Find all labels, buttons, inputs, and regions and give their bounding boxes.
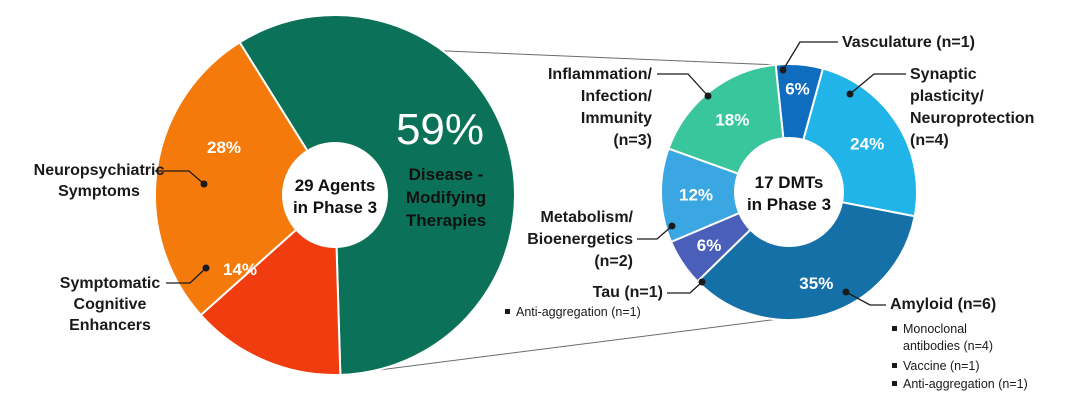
pie2-leader-tau <box>667 281 703 294</box>
pie2-label-inf-line-4: (n=3) <box>613 132 652 149</box>
pie2-leader-dot-vasc <box>779 66 787 74</box>
pie2-center-title-line-1: 17 DMTs <box>755 173 824 192</box>
pie2-pct-inf: 18% <box>715 111 749 130</box>
pie2-center-hole <box>734 137 844 247</box>
pie2-pct-syn: 24% <box>850 135 884 154</box>
pie2-label-met-line-3: (n=2) <box>594 253 633 270</box>
pie1-pct-nps: 28% <box>207 138 241 157</box>
pie1-label-sce-line-2: Cognitive <box>74 296 147 313</box>
pie2-slice-amy <box>696 190 916 321</box>
pie1-leader-dot-nps <box>200 180 208 188</box>
zoom-connector-bottom <box>340 318 780 376</box>
pie2-center-title-line-2: in Phase 3 <box>747 195 831 214</box>
pie2-leader-dot-amy <box>842 288 850 296</box>
pie2-leader-vasc <box>782 41 838 71</box>
amyloid-subitem: Anti-aggregation (n=1) <box>903 377 1028 391</box>
pie1-leader-nps <box>155 170 205 185</box>
pie2-label-syn-line-2: plasticity/ <box>910 88 984 105</box>
amyloid-subitem-bullet <box>892 363 897 368</box>
pie2-pct-vasc: 6% <box>785 79 810 98</box>
pie1-label-nps-line-2: Symptoms <box>58 183 140 200</box>
pie2-label-amy-line-1: Amyloid (n=6) <box>890 296 996 313</box>
pie2-label-met-line-1: Metabolism/ <box>541 209 634 226</box>
pie2-pct-amy: 35% <box>799 274 833 293</box>
pie2-label-syn-line-4: (n=4) <box>910 132 949 149</box>
pie1-label-dmt-line-3: Therapies <box>406 211 486 230</box>
pie1-label-sce-line-3: Enhancers <box>69 317 151 334</box>
amyloid-subitem-bullet <box>892 326 897 331</box>
pie1-label-dmt-line-1: Disease - <box>409 165 484 184</box>
pie2-leader-dot-met <box>668 222 676 230</box>
pie1-slice-sce <box>199 192 342 376</box>
pie1-center-title-line-1: 29 Agents <box>295 176 376 195</box>
pie1-leader-dot-sce <box>202 264 210 272</box>
pie1-center-hole <box>282 142 388 248</box>
amyloid-subitem: Monoclonal <box>903 322 967 336</box>
pie2-pct-tau: 6% <box>697 236 722 255</box>
pie1-pct-dmt: 59% <box>396 105 484 154</box>
pie2-leader-syn <box>849 73 906 95</box>
pie2-label-inf-line-1: Inflammation/ <box>548 66 653 83</box>
pie2-leader-met <box>637 225 673 240</box>
pie2-slice-met <box>660 147 792 244</box>
pie2-label-syn-line-3: Neuroprotection <box>910 110 1034 127</box>
pie1-slice-nps <box>154 40 337 317</box>
pie1-label-dmt-line-2: Modifying <box>406 188 486 207</box>
amyloid-subitem: antibodies (n=4) <box>903 339 993 353</box>
pie2-leader-dot-tau <box>698 278 706 286</box>
amyloid-subitem-bullet <box>892 381 897 386</box>
tau-subitem: Anti-aggregation (n=1) <box>516 305 641 319</box>
pie2-label-vasc-line-1: Vasculature (n=1) <box>842 34 975 51</box>
pie2-label-syn-line-1: Synaptic <box>910 66 977 83</box>
pie2-label-met-line-2: Bioenergetics <box>527 231 633 248</box>
pie1-pct-sce: 14% <box>223 260 257 279</box>
tau-subitem-bullet <box>505 309 510 314</box>
pie2-leader-dot-inf <box>704 92 712 100</box>
pie2-leader-amy <box>845 291 886 306</box>
pie2-label-inf-line-3: Immunity <box>581 110 652 127</box>
pie2-label-tau-line-1: Tau (n=1) <box>593 284 663 301</box>
amyloid-subitem: Vaccine (n=1) <box>903 359 980 373</box>
pie2-leader-inf <box>657 73 709 97</box>
pie2-label-inf-line-2: Infection/ <box>581 88 653 105</box>
pie2-pct-met: 12% <box>679 186 713 205</box>
pie1-label-sce-line-1: Symptomatic <box>60 275 161 292</box>
pie1-leader-sce <box>166 267 207 284</box>
pie1-label-nps-line-1: Neuropsychiatric <box>34 162 165 179</box>
pie1-center-title-line-2: in Phase 3 <box>293 198 377 217</box>
pie2-leader-dot-syn <box>846 90 854 98</box>
